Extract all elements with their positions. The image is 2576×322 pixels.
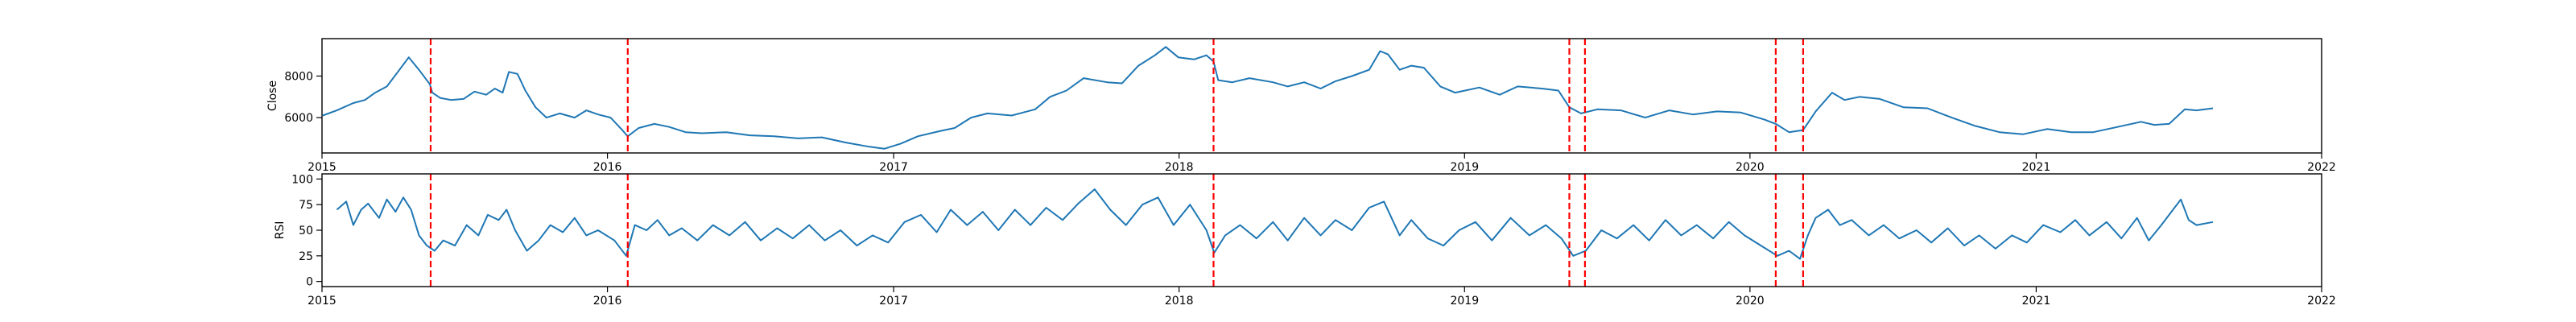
panel-2-y-tick-label: 75 — [299, 199, 313, 212]
panel-2-x-tick-label: 2017 — [879, 295, 908, 308]
panel-2-x-tick-label: 2016 — [593, 295, 622, 308]
panel-2-series-line — [336, 188, 2214, 260]
panel-2-axes-frame — [321, 173, 2322, 287]
panel-1-x-tick-label: 2018 — [1165, 161, 1194, 174]
panel-2-x-tick-label: 2018 — [1165, 295, 1194, 308]
panel-1-x-tick-label: 2015 — [308, 161, 336, 174]
panel-1-series-line — [322, 46, 2214, 150]
panel-1-axes-frame — [321, 38, 2322, 154]
panel-1-x-tick-label: 2019 — [1450, 161, 1479, 174]
panel-1-x-tick-label: 2016 — [593, 161, 622, 174]
panel-1-y-axis-label: Close — [266, 80, 279, 111]
panel-1-x-tick-label: 2020 — [1736, 161, 1765, 174]
panel-2-x-tick-label: 2015 — [308, 295, 336, 308]
panel-2-y-tick-label: 50 — [299, 225, 313, 237]
panel-2-y-tick-label: 0 — [306, 276, 313, 289]
panel-1-x-tick-label: 2022 — [2307, 161, 2336, 174]
panel-2-x-tick-label: 2020 — [1736, 295, 1765, 308]
panel-2-x-tick-label: 2019 — [1450, 295, 1479, 308]
panel-2-x-tick-label: 2021 — [2022, 295, 2051, 308]
panel-1-x-tick-label: 2017 — [879, 161, 908, 174]
panel-2-x-tick-label: 2022 — [2307, 295, 2336, 308]
panel-2-y-axis-label: RSI — [274, 221, 287, 240]
panel-2-y-tick-label: 100 — [291, 173, 313, 186]
panel-2-y-tick-label: 25 — [299, 250, 313, 263]
panel-1-y-tick-label: 8000 — [284, 70, 313, 83]
panel-1-y-tick-label: 6000 — [284, 112, 313, 125]
panel-1-x-tick-label: 2021 — [2022, 161, 2051, 174]
